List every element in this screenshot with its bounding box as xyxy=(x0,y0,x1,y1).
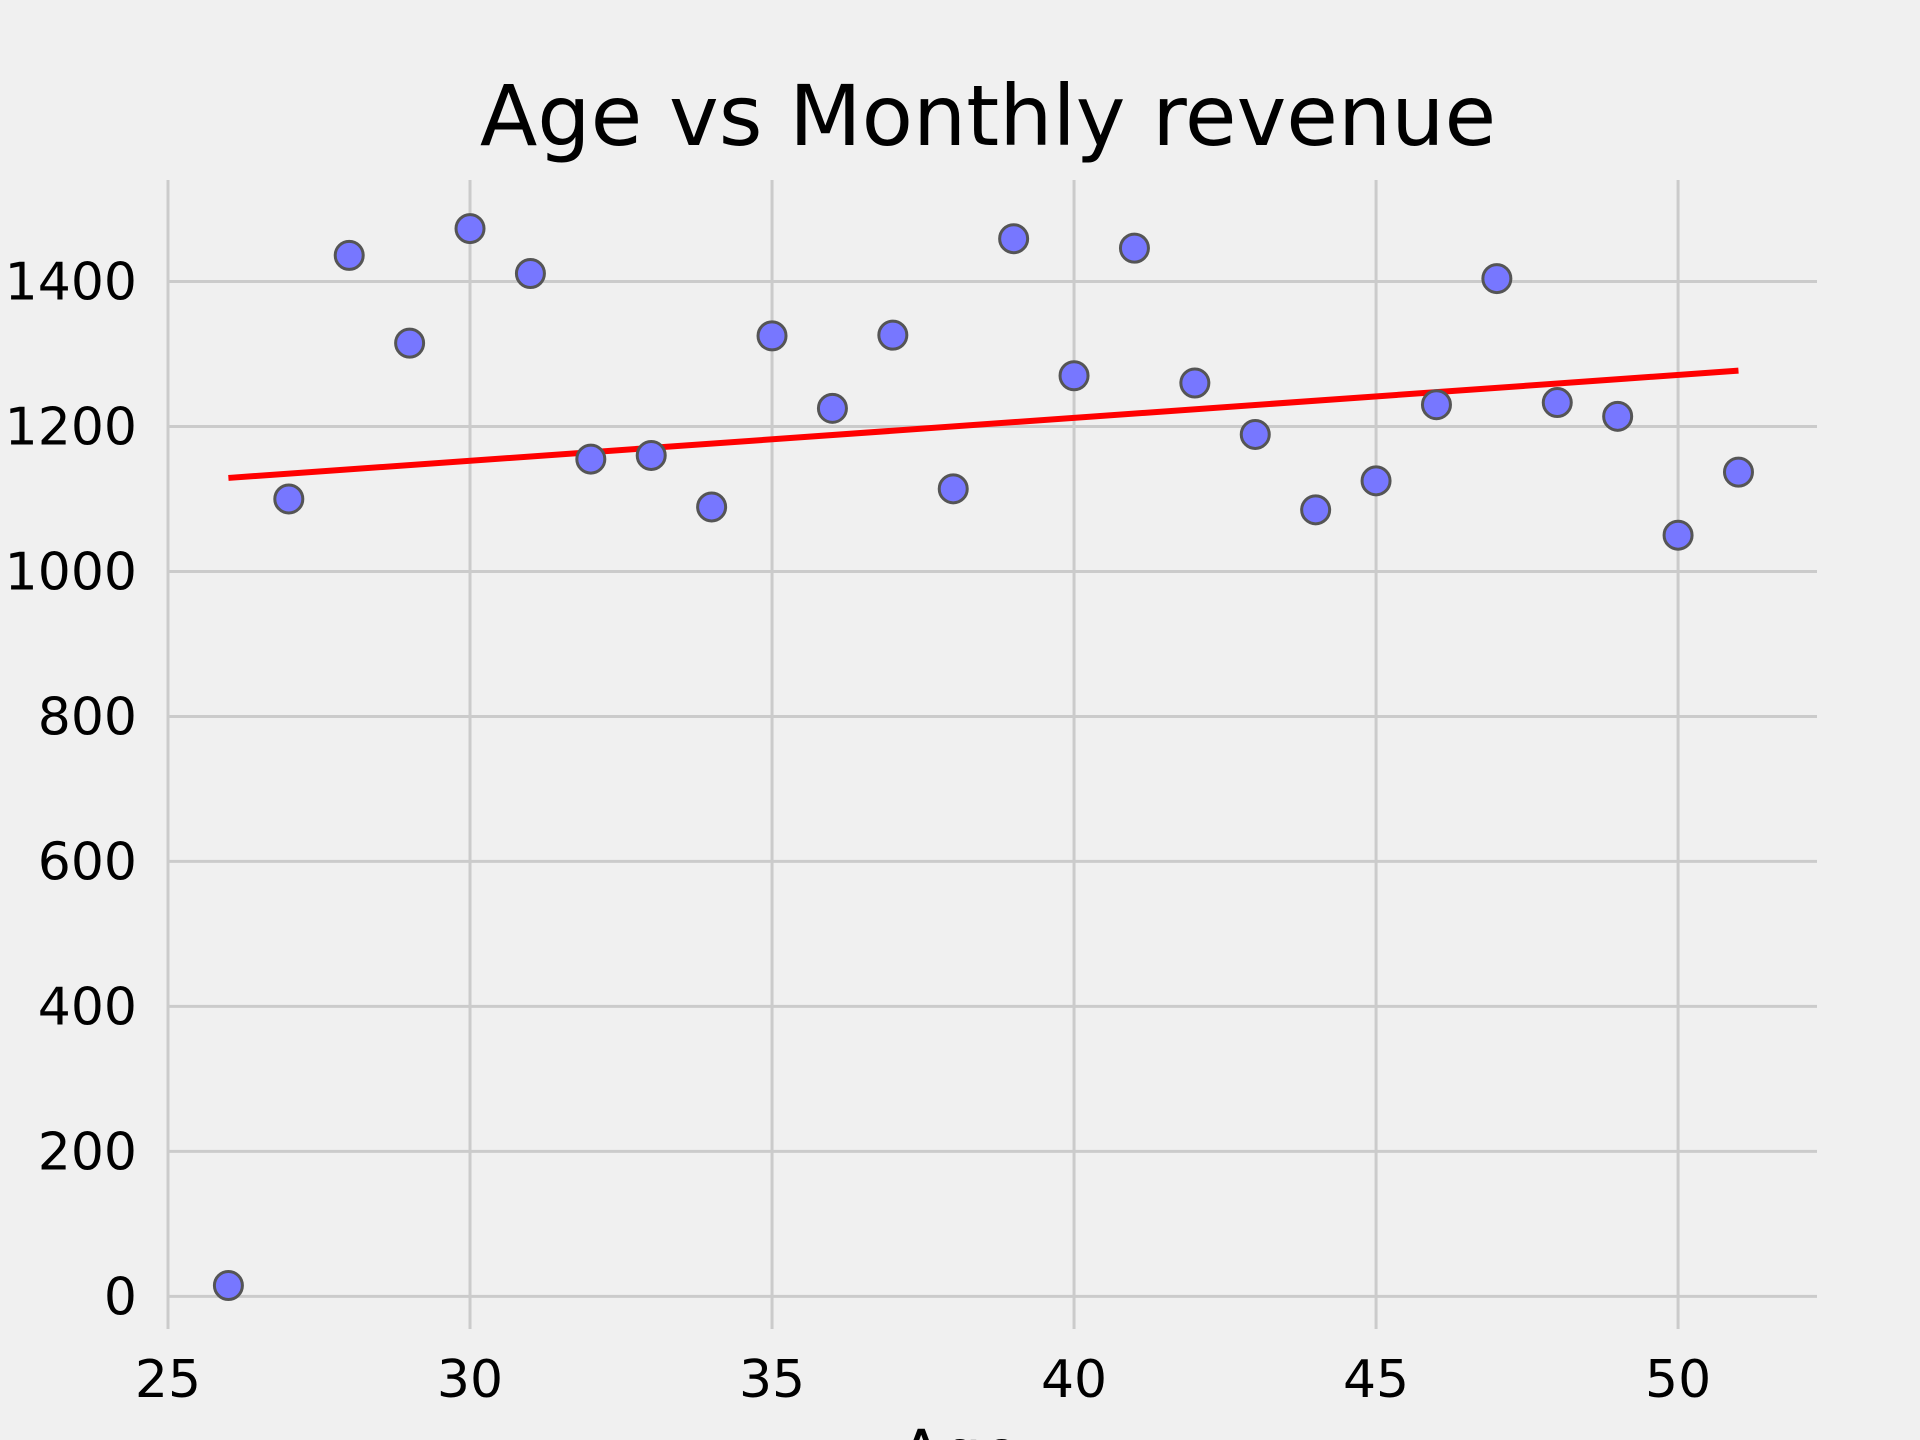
y-tick-label: 1200 xyxy=(5,397,137,457)
data-point xyxy=(1118,232,1150,264)
data-point xyxy=(1481,263,1513,295)
y-tick-label: 400 xyxy=(38,977,137,1037)
x-tick-label: 50 xyxy=(1645,1350,1711,1410)
y-tick-label: 1000 xyxy=(5,542,137,602)
x-tick-labels: 25 30 35 40 45 50 xyxy=(135,1350,1711,1410)
y-tick-label: 600 xyxy=(38,832,137,892)
data-point xyxy=(1541,387,1573,419)
data-point xyxy=(1300,494,1332,526)
data-point xyxy=(1602,400,1634,432)
data-point xyxy=(1662,519,1694,551)
data-point xyxy=(454,213,486,245)
data-point xyxy=(394,327,426,359)
x-tick-label: 40 xyxy=(1041,1350,1107,1410)
data-point xyxy=(756,320,788,352)
x-tick-label: 30 xyxy=(437,1350,503,1410)
data-point xyxy=(696,491,728,523)
data-point xyxy=(1179,367,1211,399)
y-tick-labels: 0 200 400 600 800 1000 1200 1400 xyxy=(5,252,137,1327)
trendline-group xyxy=(228,367,1739,481)
data-point xyxy=(514,258,546,290)
data-point xyxy=(1058,360,1090,392)
y-tick-label: 800 xyxy=(38,687,137,747)
x-tick-label: 35 xyxy=(739,1350,805,1410)
data-point xyxy=(1722,456,1754,488)
points-group xyxy=(212,213,1754,1302)
y-tick-label: 200 xyxy=(38,1122,137,1182)
data-point xyxy=(1360,465,1392,497)
chart-title: Age vs Monthly revenue xyxy=(480,67,1496,165)
data-point xyxy=(1239,418,1271,450)
y-tick-label: 0 xyxy=(104,1267,137,1327)
data-point xyxy=(575,443,607,475)
data-point xyxy=(998,223,1030,255)
data-point xyxy=(816,392,848,424)
x-axis-label: Age xyxy=(900,1416,1020,1440)
x-tick-label: 25 xyxy=(135,1350,201,1410)
y-tick-label: 1400 xyxy=(5,252,137,312)
trendline xyxy=(228,367,1739,481)
x-tick-label: 45 xyxy=(1343,1350,1409,1410)
data-point xyxy=(273,483,305,515)
data-point xyxy=(877,319,909,351)
data-point xyxy=(937,473,969,505)
data-point xyxy=(212,1270,244,1302)
data-point xyxy=(333,239,365,271)
data-point xyxy=(1420,389,1452,421)
data-point xyxy=(635,439,667,471)
